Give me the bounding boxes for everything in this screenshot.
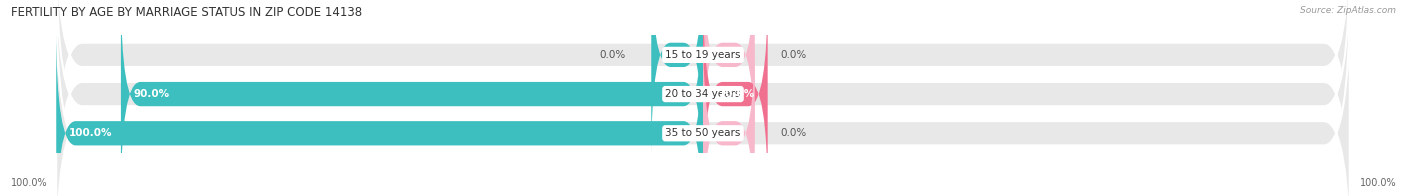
FancyBboxPatch shape: [703, 0, 768, 196]
FancyBboxPatch shape: [703, 28, 755, 196]
Text: 20 to 34 years: 20 to 34 years: [665, 89, 741, 99]
Text: 35 to 50 years: 35 to 50 years: [665, 128, 741, 138]
Text: Source: ZipAtlas.com: Source: ZipAtlas.com: [1301, 6, 1396, 15]
Text: 15 to 19 years: 15 to 19 years: [665, 50, 741, 60]
FancyBboxPatch shape: [56, 0, 1350, 196]
Text: 0.0%: 0.0%: [780, 50, 807, 60]
FancyBboxPatch shape: [56, 28, 703, 196]
Text: 0.0%: 0.0%: [780, 128, 807, 138]
Text: 10.0%: 10.0%: [718, 89, 755, 99]
Text: 100.0%: 100.0%: [69, 128, 112, 138]
FancyBboxPatch shape: [121, 0, 703, 196]
FancyBboxPatch shape: [56, 0, 1350, 196]
FancyBboxPatch shape: [703, 0, 755, 160]
Text: 90.0%: 90.0%: [134, 89, 170, 99]
Text: 0.0%: 0.0%: [599, 50, 626, 60]
FancyBboxPatch shape: [56, 0, 1350, 196]
Text: 100.0%: 100.0%: [11, 178, 48, 188]
Text: FERTILITY BY AGE BY MARRIAGE STATUS IN ZIP CODE 14138: FERTILITY BY AGE BY MARRIAGE STATUS IN Z…: [11, 6, 363, 19]
Legend: Married, Unmarried: Married, Unmarried: [633, 194, 773, 196]
FancyBboxPatch shape: [651, 0, 703, 160]
Text: 100.0%: 100.0%: [1360, 178, 1396, 188]
